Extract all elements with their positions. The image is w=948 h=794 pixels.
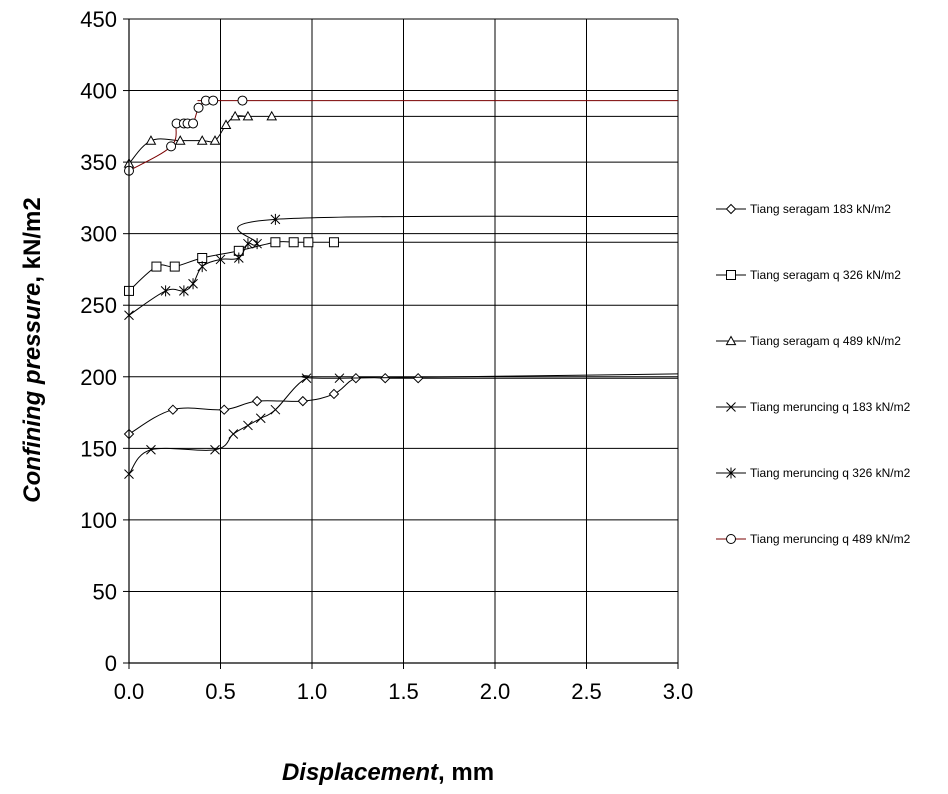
- y-tick-label: 100: [80, 508, 117, 533]
- x-tick-label: 2.0: [480, 679, 511, 704]
- legend-item: Tiang meruncing q 183 kN/m2: [716, 400, 911, 414]
- legend-label: Tiang meruncing q 489 kN/m2: [750, 532, 911, 546]
- data-point: [210, 444, 220, 455]
- data-point: [208, 95, 219, 106]
- data-point: [179, 285, 189, 297]
- tick-labels: 0 50 100 150 200 250 300 350 400 450 0.0 0.5 1.0 1.5 2…: [80, 7, 693, 704]
- y-tick-label: 150: [80, 436, 117, 461]
- legend-marker: [725, 335, 737, 346]
- data-point: [328, 237, 339, 248]
- data-point: [197, 261, 208, 273]
- data-point: [334, 373, 345, 384]
- series-1: [123, 373, 678, 440]
- y-tick-label: 250: [80, 293, 117, 318]
- series-line: [128, 115, 678, 164]
- x-axis-title-italic: Displacement: [282, 759, 439, 786]
- series-group: [123, 95, 679, 479]
- data-point: [209, 135, 221, 145]
- legend-item: Tiang meruncing q 326 kN/m2: [716, 466, 911, 480]
- data-point: [252, 238, 262, 250]
- data-point: [379, 373, 391, 384]
- data-point: [412, 373, 424, 384]
- legend: Tiang seragam 183 kN/m2 Tiang seragam q 3…: [716, 202, 911, 546]
- data-point: [160, 285, 171, 297]
- x-tick-label: 2.5: [571, 679, 602, 704]
- x-tick-label: 0.0: [114, 679, 145, 704]
- legend-label: Tiang seragam 183 kN/m2: [750, 202, 891, 216]
- series-line: [128, 373, 679, 475]
- y-tick-label: 450: [80, 7, 117, 32]
- data-point: [270, 213, 281, 225]
- x-tick-label: 1.0: [297, 679, 328, 704]
- y-tick-label: 200: [80, 365, 117, 390]
- y-axis-title-rest: , kN/m2: [19, 197, 46, 282]
- data-point: [188, 118, 199, 129]
- y-tick-label: 350: [80, 150, 117, 175]
- data-point: [288, 237, 299, 248]
- data-point: [174, 135, 186, 145]
- axes: [123, 18, 679, 669]
- data-point: [328, 388, 340, 400]
- series-2: [124, 237, 678, 296]
- data-point: [193, 102, 204, 113]
- legend-marker: [726, 467, 736, 479]
- grid: [129, 18, 679, 663]
- legend-marker: [725, 203, 737, 215]
- data-point: [301, 373, 312, 384]
- data-point: [243, 238, 253, 250]
- data-point: [237, 95, 248, 106]
- legend-label: Tiang seragam q 489 kN/m2: [750, 334, 901, 348]
- legend-label: Tiang seragam q 326 kN/m2: [750, 268, 901, 282]
- data-point: [303, 237, 314, 248]
- data-point: [167, 404, 179, 415]
- data-point: [220, 119, 232, 130]
- y-tick-label: 0: [105, 651, 117, 676]
- data-point: [218, 404, 230, 415]
- y-axis-title: Confining pressure, kN/m2: [19, 197, 46, 502]
- series-5: [124, 213, 679, 321]
- series-3: [123, 110, 678, 168]
- legend-label: Tiang meruncing q 326 kN/m2: [750, 466, 911, 480]
- x-tick-label: 3.0: [663, 679, 694, 704]
- data-point: [233, 252, 244, 264]
- data-point: [196, 135, 208, 145]
- legend-item: Tiang meruncing q 489 kN/m2: [716, 532, 911, 546]
- series-4: [124, 373, 679, 479]
- data-point: [229, 110, 241, 121]
- data-point: [166, 141, 177, 152]
- legend-marker: [726, 402, 736, 412]
- x-axis-title-rest: , mm: [438, 759, 494, 786]
- data-point: [270, 404, 281, 415]
- data-point: [145, 135, 157, 145]
- data-point: [188, 278, 198, 290]
- y-tick-label: 50: [93, 579, 117, 604]
- legend-item: Tiang seragam 183 kN/m2: [716, 202, 891, 216]
- data-point: [297, 395, 309, 407]
- x-axis-title: Displacement, mm: [282, 759, 494, 786]
- data-point: [270, 237, 281, 248]
- data-point: [215, 253, 226, 265]
- data-point: [228, 429, 239, 439]
- data-point: [242, 110, 254, 121]
- x-tick-label: 1.5: [388, 679, 419, 704]
- legend-item: Tiang seragam q 326 kN/m2: [716, 268, 901, 282]
- data-point: [266, 110, 278, 121]
- data-point: [146, 444, 156, 455]
- data-point: [151, 261, 162, 272]
- legend-item: Tiang seragam q 489 kN/m2: [716, 334, 901, 348]
- legend-marker: [726, 534, 736, 544]
- x-tick-label: 0.5: [205, 679, 236, 704]
- data-point: [169, 261, 180, 272]
- legend-marker: [726, 270, 736, 280]
- series-6: [124, 95, 678, 176]
- data-point: [251, 395, 263, 407]
- legend-label: Tiang meruncing q 183 kN/m2: [750, 400, 911, 414]
- y-axis-title-italic: Confining pressure: [19, 283, 46, 503]
- y-tick-label: 300: [80, 222, 117, 247]
- y-tick-label: 400: [80, 79, 117, 104]
- data-point: [255, 413, 266, 424]
- data-point: [243, 420, 253, 431]
